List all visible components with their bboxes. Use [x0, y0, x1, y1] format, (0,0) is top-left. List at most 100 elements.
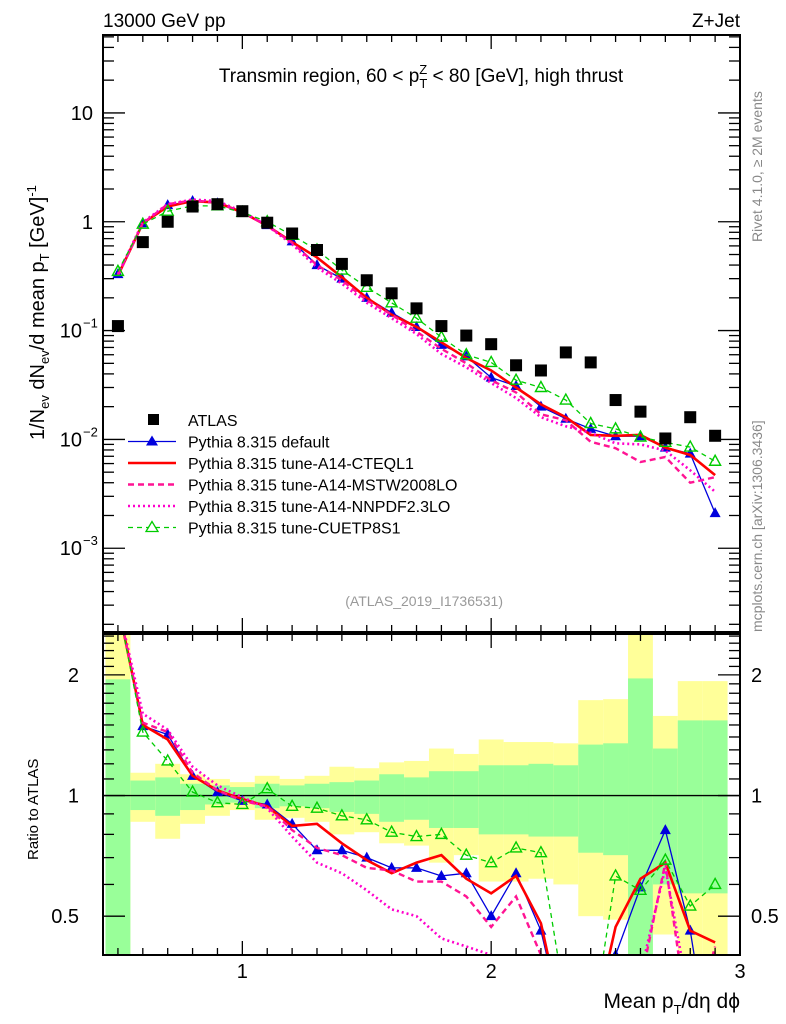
marker-4 [534, 380, 548, 393]
legend-label: Pythia 8.315 tune-A14-CTEQL1 [188, 456, 414, 473]
x-tick-label: 3 [734, 961, 745, 983]
y-axis-label: 1/Nev dNev/d mean pT [GeV]-1 [24, 185, 52, 440]
marker-4 [559, 392, 573, 405]
ratio-marker-4 [633, 882, 648, 896]
y-tick-label: 10 [60, 429, 82, 451]
ratio-marker-0 [485, 910, 497, 921]
ratio-band-stat [404, 777, 429, 820]
data-point [286, 227, 299, 240]
ratio-marker-0 [659, 824, 671, 835]
data-point [111, 320, 124, 333]
x-axis-label: Mean pT/dη dϕ [604, 990, 740, 1017]
ratio-panel [103, 634, 740, 1009]
data-point [460, 329, 473, 342]
data-point [435, 320, 448, 333]
marker-4 [584, 416, 598, 429]
data-point [659, 432, 672, 445]
y-tick-label: 10 [60, 538, 82, 560]
data-point [485, 338, 498, 351]
ratio-band-stat [603, 743, 629, 856]
legend-marker-triangle-open [144, 520, 160, 533]
legend-label: Pythia 8.315 default [188, 435, 330, 452]
marker-4 [708, 453, 722, 466]
marker-4 [111, 263, 125, 277]
ratio-band-stat [155, 777, 181, 816]
ratio-marker-4 [185, 784, 200, 797]
ratio-tick-label-left: 1 [68, 786, 79, 808]
legend: ATLAS Pythia 8.315 default Pythia 8.315 tu… [128, 413, 457, 538]
x-tick-label: 2 [486, 961, 497, 983]
ratio-marker-4 [509, 840, 523, 853]
legend-label: Pythia 8.315 tune-A14-MSTW2008LO [188, 478, 457, 495]
marker-4 [434, 329, 449, 342]
side-label-top: Rivet 4.1.0, ≥ 2M events [749, 91, 765, 242]
ratio-band-stat [553, 765, 579, 837]
ratio-line-4 [123, 634, 716, 955]
ratio-marker-4 [161, 753, 175, 766]
ylabel-p8: -1 [24, 185, 39, 197]
ratio-marker-4 [608, 868, 623, 881]
xlabel-p2: T [674, 1002, 682, 1017]
ratio-band-stat [354, 780, 380, 814]
ratio-frame [102, 633, 741, 956]
y-tick-label: 10 [71, 103, 93, 125]
ratio-marker-0 [311, 844, 323, 855]
analysis-tag: (ATLAS_2019_I1736531) [345, 593, 503, 609]
marker-4 [633, 429, 648, 442]
data-point [186, 200, 199, 213]
ratio-marker-4 [210, 795, 225, 808]
ratio-y-axis-label: Ratio to ATLAS [25, 759, 42, 860]
ratio-band-stat [180, 783, 206, 811]
marker-4 [161, 203, 175, 216]
xlabel-p1: Mean p [604, 990, 674, 1013]
ylabel-p4: ev [37, 350, 52, 364]
ratio-tick-label-left: 0.5 [51, 906, 79, 928]
ylabel-p6: T [37, 253, 52, 261]
data-point [211, 198, 224, 211]
ratio-band-stat [379, 774, 405, 822]
data-point [261, 216, 274, 229]
ratio-band-stat [453, 771, 479, 828]
ratio-marker-4 [260, 781, 274, 794]
ratio-band-stat [528, 763, 554, 837]
title-part-1: Transmin region, 60 < p [219, 66, 419, 87]
data-point [584, 356, 597, 369]
ylabel-p3: dN [27, 364, 49, 395]
marker-4 [384, 295, 399, 308]
chart-title: Transmin region, 60 < pTZ < 80 [GeV], hi… [219, 62, 624, 91]
marker-4 [509, 372, 523, 385]
ratio-band-stat [503, 765, 529, 835]
ratio-line-3 [123, 634, 683, 955]
data-point [236, 205, 249, 218]
legend-marker-atlas [148, 414, 159, 425]
ratio-marker-4 [683, 898, 697, 911]
title-part-2: < 80 [GeV], high thrust [427, 66, 624, 87]
ratio-band-stat [677, 720, 703, 894]
ratio-marker-4 [560, 999, 571, 1009]
side-label-bottom: mcplots.cern.ch [arXiv:1306.3436] [749, 420, 765, 632]
ratio-marker-0 [386, 861, 398, 872]
marker-4 [459, 347, 473, 360]
ratio-band-stat [329, 782, 355, 812]
ratio-marker-0 [411, 861, 423, 872]
ratio-marker-4 [434, 826, 449, 840]
legend-label: ATLAS [188, 413, 238, 430]
ratio-marker-0 [510, 867, 522, 878]
data-point [161, 215, 174, 228]
y-tick-label: 1 [82, 212, 93, 234]
ratio-marker-4 [484, 855, 498, 868]
y-tick-exponent: −3 [83, 533, 98, 548]
y-tick-exponent: −1 [83, 316, 98, 331]
marker-4 [360, 279, 374, 292]
ratio-marker-4 [384, 824, 399, 837]
marker-4 [608, 421, 623, 434]
ratio-tick-label-right: 2 [751, 665, 762, 687]
data-point [360, 274, 373, 287]
ratio-band-stat [628, 678, 653, 955]
legend-marker-triangle [146, 435, 158, 446]
ylabel-p2: ev [37, 395, 52, 409]
ratio-band-stat [105, 679, 131, 955]
data-point [534, 364, 547, 377]
